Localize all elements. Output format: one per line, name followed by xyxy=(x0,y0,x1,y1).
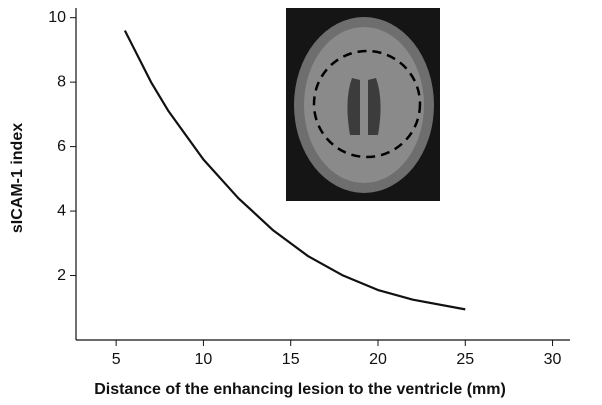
page: {"chart_data": {"type": "line", "x_label… xyxy=(0,0,602,405)
x-tick-label: 20 xyxy=(369,351,387,368)
x-tick-label: 25 xyxy=(456,351,474,368)
chart: Distance of the enhancing lesion to the … xyxy=(0,0,602,405)
y-tick-label: 10 xyxy=(48,9,66,26)
x-tick-label: 30 xyxy=(544,351,562,368)
y-tick-label: 8 xyxy=(57,73,66,90)
y-tick-label: 4 xyxy=(57,202,66,219)
x-tick-label: 15 xyxy=(282,351,300,368)
x-tick-label: 10 xyxy=(195,351,213,368)
x-axis-title: Distance of the enhancing lesion to the … xyxy=(94,381,506,398)
y-tick-label: 6 xyxy=(57,138,66,155)
inset-image xyxy=(286,8,440,201)
y-tick-label: 2 xyxy=(57,267,66,284)
y-axis-title: sICAM-1 index xyxy=(9,123,26,233)
x-tick-label: 5 xyxy=(112,351,121,368)
